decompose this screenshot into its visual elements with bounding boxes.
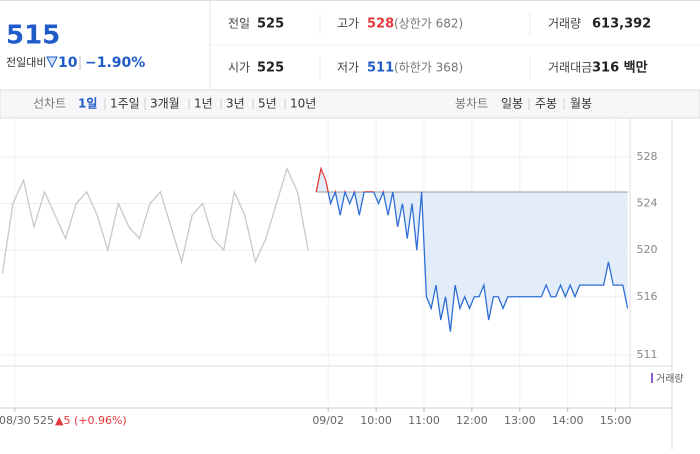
legend-label: 거래량 (656, 373, 684, 385)
period-tab[interactable]: 5년 (258, 97, 277, 111)
stat-label: 저가 (337, 61, 359, 75)
period-tab[interactable]: 1년 (194, 97, 213, 111)
stat-value: 511 (367, 61, 394, 76)
x-tick-label: 11:00 (408, 414, 440, 427)
y-tick-label: 520 (637, 243, 658, 256)
candle-tab[interactable]: 월봉 (570, 97, 592, 111)
x-tick-label: 13:00 (504, 414, 536, 427)
change-percent: −1.90% (85, 55, 145, 71)
x-tick-label: 12:00 (456, 414, 488, 427)
period-tab[interactable]: 10년 (290, 97, 316, 111)
x-tick-label: 14:00 (552, 414, 584, 427)
candle-tab[interactable]: 주봉 (535, 97, 557, 111)
legend-swatch (651, 373, 653, 383)
stat-value: 613,392 (592, 17, 651, 32)
stat-label: 고가 (337, 17, 359, 31)
stat-label: 거래대금 (548, 61, 592, 75)
stat-note: (하한가 368) (394, 61, 463, 75)
x-tick-label: 15:00 (600, 414, 632, 427)
price-line-up (315, 166, 423, 192)
stats: 전일 525 고가 528 (상한가 682) 거래량 613,392 시가 525 저가 511(… (228, 17, 651, 76)
stat-label: 시가 (228, 61, 250, 75)
stat-note: (상한가 682) (394, 17, 463, 31)
stat-label: 전일 (228, 17, 250, 31)
prev-change-label: ▲5 (+0.96%) (55, 414, 127, 427)
y-tick-label: 516 (637, 290, 658, 303)
x-tick-label: 10:00 (360, 414, 392, 427)
x-tick-label: 09/02 (312, 414, 344, 427)
down-arrow (46, 56, 58, 69)
toolbar-items: 선차트 1일 1주일 3개월 1년 3년 5년 10년 봉차트 일봉 주봉 월봉 (33, 97, 592, 111)
line-chart-label: 선차트 (33, 97, 66, 111)
prev-day-line (1, 166, 309, 274)
below-close-area (316, 168, 628, 332)
y-tick-label: 524 (637, 197, 658, 210)
change: 10 (58, 55, 78, 71)
x-tick-label: 08/30 (0, 414, 31, 427)
period-tab[interactable]: 3개월 (150, 97, 180, 111)
stat-value: 525 (257, 61, 284, 76)
prev-close-label: 525 (33, 414, 54, 427)
stat-label: 거래량 (548, 17, 581, 31)
period-tab[interactable]: 1일 (78, 97, 97, 111)
y-tick-label: 511 (637, 348, 658, 361)
period-tab[interactable]: 3년 (226, 97, 245, 111)
candle-chart-label: 봉차트 (455, 97, 488, 111)
toolbar (0, 89, 700, 119)
price: 515 (6, 21, 60, 51)
stat-value: 528 (367, 17, 394, 32)
y-tick-label: 528 (637, 150, 658, 163)
stat-value: 525 (257, 17, 284, 32)
candle-tab[interactable]: 일봉 (501, 97, 523, 111)
period-tab[interactable]: 1주일 (110, 97, 140, 111)
chart: 528 524 520 516 511 08/30 09/02 10:00 11:00 12:00… (0, 118, 684, 450)
change-label: 전일대비 (6, 55, 46, 69)
stat-value: 316 백만 (592, 60, 648, 76)
price-line (316, 191, 629, 332)
